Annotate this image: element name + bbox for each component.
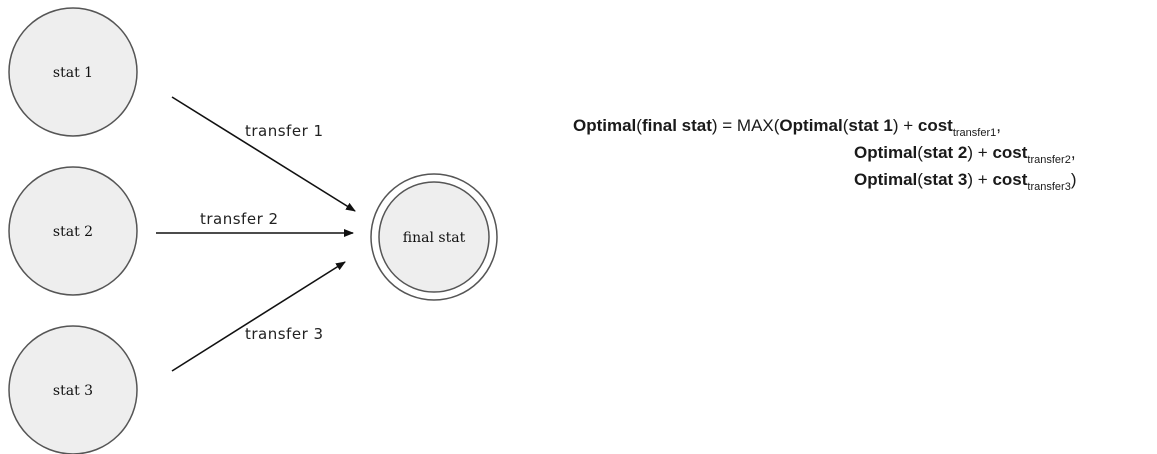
formula-row2-subscript: transfer2 [1027, 154, 1071, 166]
formula-max: MAX( [736, 116, 780, 135]
formula-row1-close: ) [892, 116, 899, 135]
edge-transfer-1-label: transfer 1 [245, 122, 324, 140]
node-final-stat-label: final stat [403, 230, 466, 246]
formula-line-1: Optimal(final stat) = MAX(Optimal(stat 1… [573, 116, 1001, 139]
formula-lhs-open: ( [636, 116, 642, 135]
formula-row2-open: ( [917, 143, 923, 162]
formula-row1-end: , [996, 116, 1001, 135]
formula-row2-close: ) [967, 143, 974, 162]
node-stat-2 [8, 166, 138, 296]
formula-row3-subscript: transfer3 [1027, 181, 1071, 193]
node-stat-3-label: stat 3 [53, 383, 93, 399]
formula-lhs-close: ) [711, 116, 718, 135]
edge-transfer-3-label: transfer 3 [245, 325, 324, 343]
formula-row3-open: ( [917, 170, 923, 189]
formula-row1-open: ( [842, 116, 849, 135]
formula-line-3: Optimal(stat 3) + costtransfer3) [854, 170, 1077, 193]
edge-transfer-2-label: transfer 2 [200, 210, 279, 228]
node-final-stat [378, 181, 490, 293]
formula-row1-cost: cost [917, 116, 953, 135]
formula-lhs-arg: final stat [641, 116, 712, 135]
formula-row2-cost: cost [992, 143, 1028, 162]
formula-row3-arg: stat 3 [922, 170, 968, 189]
formula-row2-arg: stat 2 [922, 143, 968, 162]
formula-row2-end: , [1070, 143, 1076, 162]
formula-row3-fn: Optimal [854, 170, 918, 189]
formula-row1-plus: + [898, 116, 918, 135]
formula-row1-subscript: transfer1 [952, 127, 997, 139]
node-stat-3 [8, 325, 138, 454]
formula-equals: = [717, 116, 737, 135]
edge-transfer-1 [171, 96, 356, 212]
formula-row3-close: ) [967, 170, 974, 189]
edge-transfer-3 [171, 261, 346, 372]
node-stat-1-label: stat 1 [53, 65, 93, 81]
formula-row3-plus: + [973, 170, 993, 189]
formula-row2-plus: + [973, 143, 993, 162]
formula-row3-end: ) [1070, 170, 1077, 189]
formula-lhs-fn: Optimal [573, 116, 637, 135]
formula-row3-cost: cost [992, 170, 1028, 189]
formula-line-2: Optimal(stat 2) + costtransfer2, [854, 143, 1076, 166]
node-stat-1 [8, 7, 138, 137]
formula-row2-fn: Optimal [854, 143, 918, 162]
formula-row1-fn: Optimal [779, 116, 843, 135]
formula-row1-arg: stat 1 [848, 116, 893, 135]
node-stat-2-label: stat 2 [53, 224, 93, 240]
